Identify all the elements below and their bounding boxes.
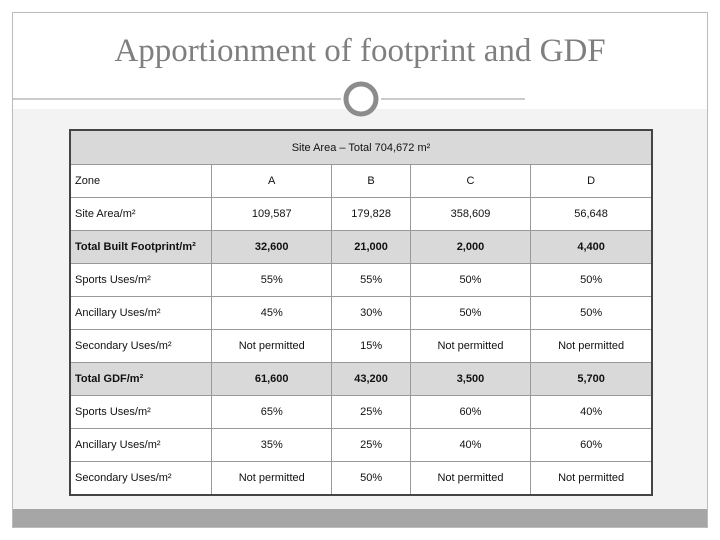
- column-header: Zone: [69, 164, 212, 198]
- table-row: Ancillary Uses/m² 35% 25% 40% 60%: [69, 428, 653, 462]
- table-cell: 15%: [331, 329, 411, 363]
- table-cell: Not permitted: [210, 329, 333, 363]
- table-cell: 4,400: [530, 230, 653, 264]
- table-row: Secondary Uses/m² Not permitted 50% Not per…: [69, 461, 653, 496]
- row-label: Secondary Uses/m²: [69, 461, 212, 496]
- column-header: A: [210, 164, 333, 198]
- table-cell: 50%: [331, 461, 411, 496]
- table-cell: Not permitted: [210, 461, 333, 496]
- table-cell: 50%: [409, 296, 532, 330]
- table-cell: 358,609: [409, 197, 532, 231]
- table-cell: Not permitted: [409, 329, 532, 363]
- table-cell: 2,000: [409, 230, 532, 264]
- table-row: Total GDF/m² 61,600 43,200 3,500 5,700: [69, 362, 653, 396]
- row-label: Total GDF/m²: [69, 362, 212, 396]
- table-cell: 61,600: [210, 362, 333, 396]
- table-row: Site Area/m² 109,587 179,828 358,609 56,648: [69, 197, 653, 231]
- table-cell: 56,648: [530, 197, 653, 231]
- row-label: Secondary Uses/m²: [69, 329, 212, 363]
- column-header: C: [409, 164, 532, 198]
- table-cell: 43,200: [331, 362, 411, 396]
- table-cell: 25%: [331, 395, 411, 429]
- table-cell: 109,587: [210, 197, 333, 231]
- table-cell: 65%: [210, 395, 333, 429]
- column-header: D: [530, 164, 653, 198]
- slide: Apportionment of footprint and GDF Site …: [12, 12, 708, 528]
- table-row: Ancillary Uses/m² 45% 30% 50% 50%: [69, 296, 653, 330]
- table-cell: 179,828: [331, 197, 411, 231]
- table-cell: 50%: [409, 263, 532, 297]
- table-cell: Not permitted: [530, 461, 653, 496]
- table-cell: 60%: [530, 428, 653, 462]
- caption-row: Site Area – Total 704,672 m²: [69, 129, 653, 165]
- table-cell: 45%: [210, 296, 333, 330]
- title-divider: [13, 81, 525, 117]
- table-cell: 5,700: [530, 362, 653, 396]
- row-label: Site Area/m²: [69, 197, 212, 231]
- table-cell: Not permitted: [530, 329, 653, 363]
- table-row: Secondary Uses/m² Not permitted 15% Not per…: [69, 329, 653, 363]
- table-cell: 35%: [210, 428, 333, 462]
- slide-title: Apportionment of footprint and GDF: [114, 33, 606, 69]
- table-cell: 50%: [530, 263, 653, 297]
- row-label: Ancillary Uses/m²: [69, 296, 212, 330]
- table-cell: 30%: [331, 296, 411, 330]
- table-cell: 3,500: [409, 362, 532, 396]
- row-label: Sports Uses/m²: [69, 395, 212, 429]
- table-cell: 55%: [210, 263, 333, 297]
- table-cell: 25%: [331, 428, 411, 462]
- table-cell: 55%: [331, 263, 411, 297]
- row-label: Ancillary Uses/m²: [69, 428, 212, 462]
- table-caption: Site Area – Total 704,672 m²: [69, 129, 653, 165]
- table-row: Sports Uses/m² 65% 25% 60% 40%: [69, 395, 653, 429]
- table-row: Total Built Footprint/m² 32,600 21,000 2,00…: [69, 230, 653, 264]
- data-table: Site Area – Total 704,672 m² Zone A B C D Site…: [69, 129, 653, 496]
- table-row: Sports Uses/m² 55% 55% 50% 50%: [69, 263, 653, 297]
- row-label: Total Built Footprint/m²: [69, 230, 212, 264]
- table-cell: 40%: [530, 395, 653, 429]
- table-cell: 40%: [409, 428, 532, 462]
- table-cell: Not permitted: [409, 461, 532, 496]
- footer-bar: [13, 509, 707, 527]
- header-row: Zone A B C D: [69, 164, 653, 198]
- table-cell: 32,600: [210, 230, 333, 264]
- table-cell: 50%: [530, 296, 653, 330]
- row-label: Sports Uses/m²: [69, 263, 212, 297]
- table-cell: 21,000: [331, 230, 411, 264]
- table-cell: 60%: [409, 395, 532, 429]
- column-header: B: [331, 164, 411, 198]
